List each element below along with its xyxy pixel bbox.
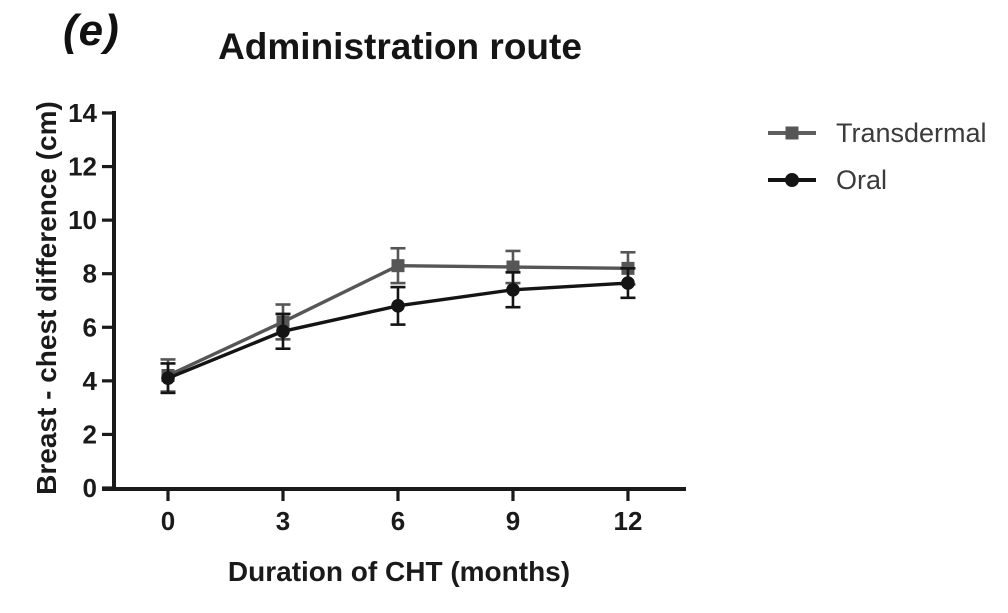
x-tick-label: 6 (391, 506, 405, 536)
x-axis-title: Duration of CHT (months) (227, 556, 571, 587)
y-tick-label: 0 (83, 473, 97, 503)
legend-label-oral: Oral (836, 164, 888, 195)
data-point-circle (161, 371, 175, 385)
y-tick-label: 6 (83, 312, 97, 342)
y-tick-label: 8 (83, 259, 97, 289)
x-tick-label: 9 (506, 506, 520, 536)
data-point-circle (391, 299, 405, 313)
legend-label-transdermal: Transdermal (836, 117, 987, 148)
data-point-circle (621, 276, 635, 290)
data-point-circle (506, 282, 520, 297)
y-tick-label: 2 (83, 419, 97, 449)
y-tick-label: 12 (68, 152, 97, 182)
y-tick-label: 10 (68, 205, 97, 235)
legend-item-transdermal: Transdermal (766, 115, 987, 151)
x-tick-label: 12 (613, 506, 642, 536)
oral-circle-marker-icon (768, 173, 816, 187)
x-tick-label: 3 (276, 506, 290, 536)
data-point-square (506, 260, 520, 274)
legend: Transdermal Oral (766, 115, 987, 198)
data-point-square (391, 259, 405, 273)
x-tick-label: 0 (161, 506, 175, 536)
transdermal-square-marker-icon (768, 126, 816, 140)
data-point-circle (276, 324, 290, 339)
y-tick-label: 4 (83, 366, 98, 396)
y-tick-label: 14 (68, 98, 97, 128)
legend-item-oral: Oral (766, 162, 987, 198)
panel-label: (e) (63, 6, 120, 55)
chart-title: Administration route (218, 26, 582, 67)
